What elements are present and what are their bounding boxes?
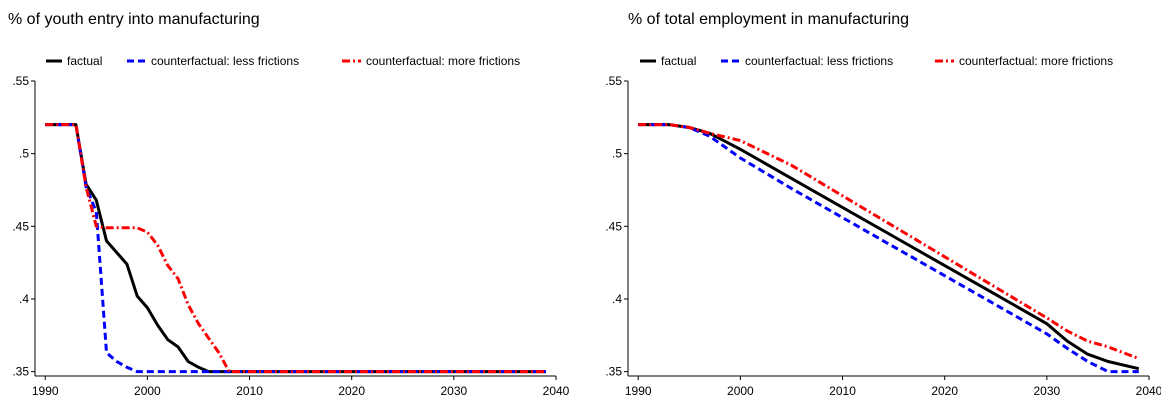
legend-label-less-frictions: counterfactual: less frictions <box>745 54 893 68</box>
legend: factual counterfactual: less frictions c… <box>640 54 1113 68</box>
x-tick-label: 1990 <box>32 384 59 398</box>
y-tick-label: .35 <box>605 365 622 379</box>
plot-area <box>45 123 546 374</box>
y-tick-label: .4 <box>19 292 29 306</box>
x-tick-label: 2000 <box>727 384 754 398</box>
series-line-more-frictions <box>638 123 1140 361</box>
y-tick-label: .35 <box>12 365 29 379</box>
y-tick-label: .55 <box>605 74 622 88</box>
x-tick-label: 2040 <box>543 384 570 398</box>
x-tick-label: 2020 <box>931 384 958 398</box>
x-tick-label: 2010 <box>236 384 263 398</box>
legend-label-factual: factual <box>67 54 102 68</box>
panel-youth-entry: % of youth entry into manufacturing fact… <box>8 11 570 398</box>
series-line-less-frictions <box>638 123 1139 374</box>
x-tick-label: 2000 <box>134 384 161 398</box>
axes: .35 .4 .45 .5 .55 1990 2000 2010 2020 2030 2040 <box>12 74 569 398</box>
y-tick-label: .45 <box>12 219 29 233</box>
x-tick-label: 2040 <box>1136 384 1161 398</box>
legend-label-more-frictions: counterfactual: more frictions <box>959 54 1113 68</box>
y-tick-label: .55 <box>12 74 29 88</box>
plot-area <box>638 123 1140 374</box>
y-tick-label: .4 <box>612 292 622 306</box>
legend-label-factual: factual <box>661 54 696 68</box>
x-tick-label: 2030 <box>440 384 467 398</box>
chart-title: % of total employment in manufacturing <box>628 11 909 28</box>
legend-label-more-frictions: counterfactual: more frictions <box>366 54 520 68</box>
legend-label-less-frictions: counterfactual: less frictions <box>151 54 299 68</box>
y-tick-label: .5 <box>19 147 29 161</box>
x-tick-label: 2010 <box>829 384 856 398</box>
legend: factual counterfactual: less frictions c… <box>46 54 520 68</box>
chart-title: % of youth entry into manufacturing <box>8 11 260 28</box>
x-tick-label: 1990 <box>625 384 652 398</box>
y-tick-label: .5 <box>612 147 622 161</box>
panel-total-employment: % of total employment in manufacturing f… <box>605 11 1161 398</box>
y-tick-label: .45 <box>605 219 622 233</box>
axes: .35 .4 .45 .5 .55 1990 2000 2010 2020 2030 2040 <box>605 74 1161 398</box>
x-tick-label: 2020 <box>338 384 365 398</box>
x-tick-label: 2030 <box>1033 384 1060 398</box>
